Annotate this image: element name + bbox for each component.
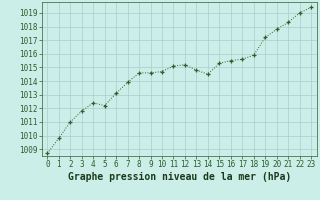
X-axis label: Graphe pression niveau de la mer (hPa): Graphe pression niveau de la mer (hPa) — [68, 172, 291, 182]
